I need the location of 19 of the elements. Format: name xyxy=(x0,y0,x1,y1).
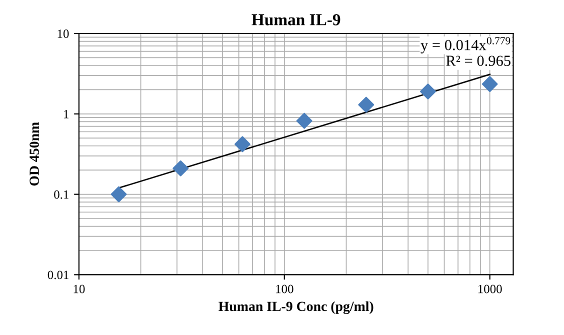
y-tick-label: 1 xyxy=(64,110,68,118)
annotation: y = 0.014x$^{0.779}$ xyxy=(420,37,510,54)
point xyxy=(358,96,374,113)
annotation: R² = 0.965 xyxy=(446,56,510,66)
point xyxy=(172,160,189,176)
x-tick-label: 10 xyxy=(74,284,85,294)
x-tick-label: 100 xyxy=(276,284,294,294)
point xyxy=(234,136,250,152)
y-tick-label: 10 xyxy=(58,30,69,38)
y-tick-label: 0.01 xyxy=(48,270,68,280)
point xyxy=(482,76,498,92)
x-axis-title: Human IL-9 Conc (pg/ml) xyxy=(218,301,374,314)
y-tick-label: 0.1 xyxy=(54,190,68,199)
x-tick-label: 1000 xyxy=(478,284,502,294)
point xyxy=(110,186,127,202)
point xyxy=(296,112,312,129)
y-axis-title: OD 450nm xyxy=(30,122,39,186)
point xyxy=(420,84,436,100)
chart-title: Human IL-9 xyxy=(252,14,340,26)
